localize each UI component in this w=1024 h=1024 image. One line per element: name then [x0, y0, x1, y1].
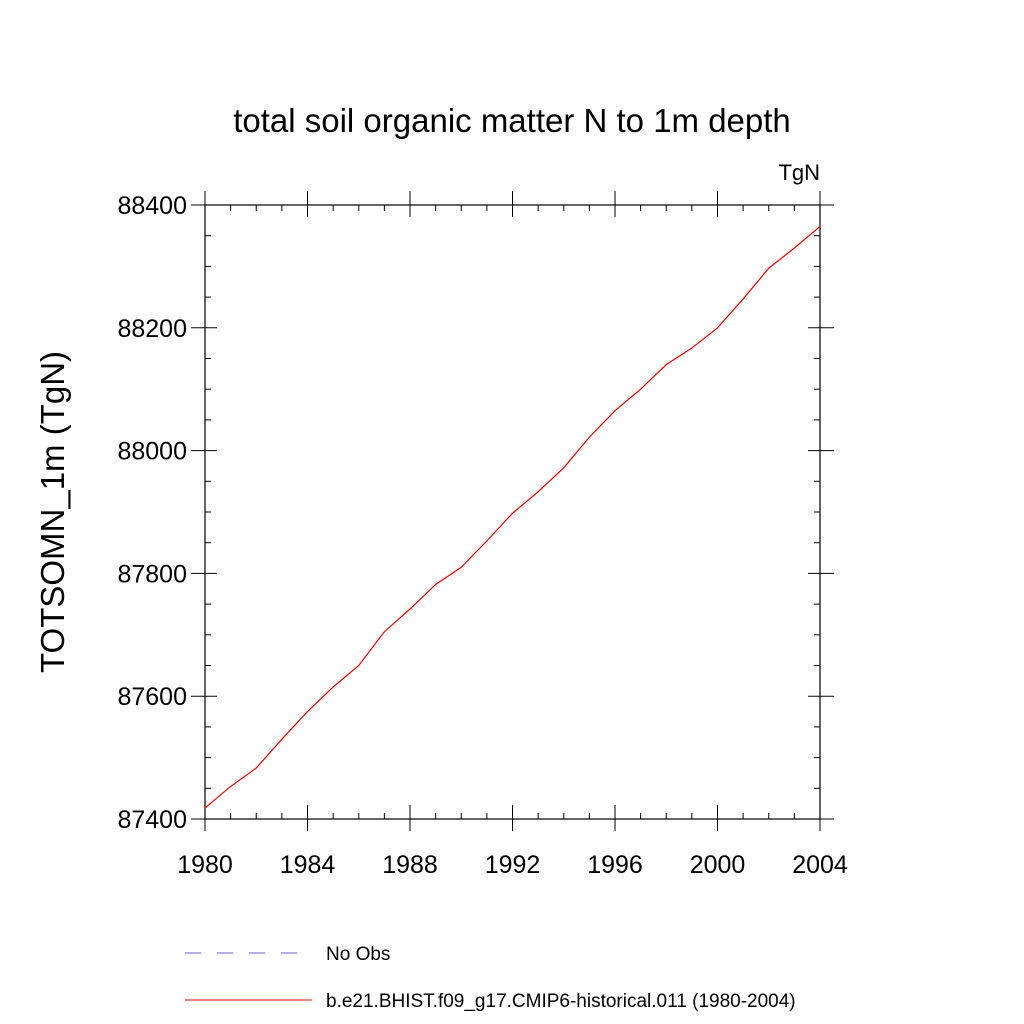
plot-frame [204, 204, 821, 820]
tick-labels: 1980 1984 1988 1992 1996 2000 2004 87400 87600 87… [117, 192, 847, 879]
x-tick-label: 2000 [690, 851, 746, 879]
x-tick-label: 1992 [485, 851, 541, 879]
y-tick-label: 88200 [117, 315, 187, 343]
legend-label-0: No Obs [326, 944, 390, 965]
x-tick-label: 1980 [177, 851, 233, 879]
legend-label-1: b.e21.BHIST.f09_g17.CMIP6-historical.011… [326, 991, 796, 1012]
y-tick-label: 88000 [117, 438, 187, 466]
x-tick-label: 1996 [587, 851, 643, 879]
x-tick-label: 1988 [382, 851, 438, 879]
x-tick-label: 2004 [792, 851, 848, 879]
series-line-1 [204, 226, 821, 809]
units-label: TgN [778, 160, 820, 185]
y-tick-label: 88400 [117, 192, 187, 220]
y-tick-label: 87800 [117, 560, 187, 588]
y-tick-label: 87600 [117, 683, 187, 711]
y-tick-label: 87400 [117, 806, 187, 834]
x-tick-label: 1984 [280, 851, 336, 879]
series-group [204, 226, 821, 809]
chart-title: total soil organic matter N to 1m depth [233, 102, 791, 139]
legend: No Obs b.e21.BHIST.f09_g17.CMIP6-historic… [185, 944, 796, 1012]
axis-ticks [191, 191, 834, 831]
y-axis-label: TOTSOMN_1m (TgN) [34, 351, 71, 673]
